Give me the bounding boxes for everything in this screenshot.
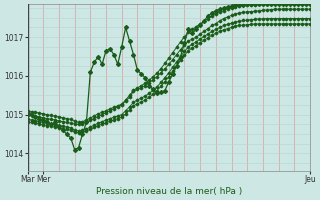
X-axis label: Pression niveau de la mer( hPa ): Pression niveau de la mer( hPa ) [96,187,242,196]
